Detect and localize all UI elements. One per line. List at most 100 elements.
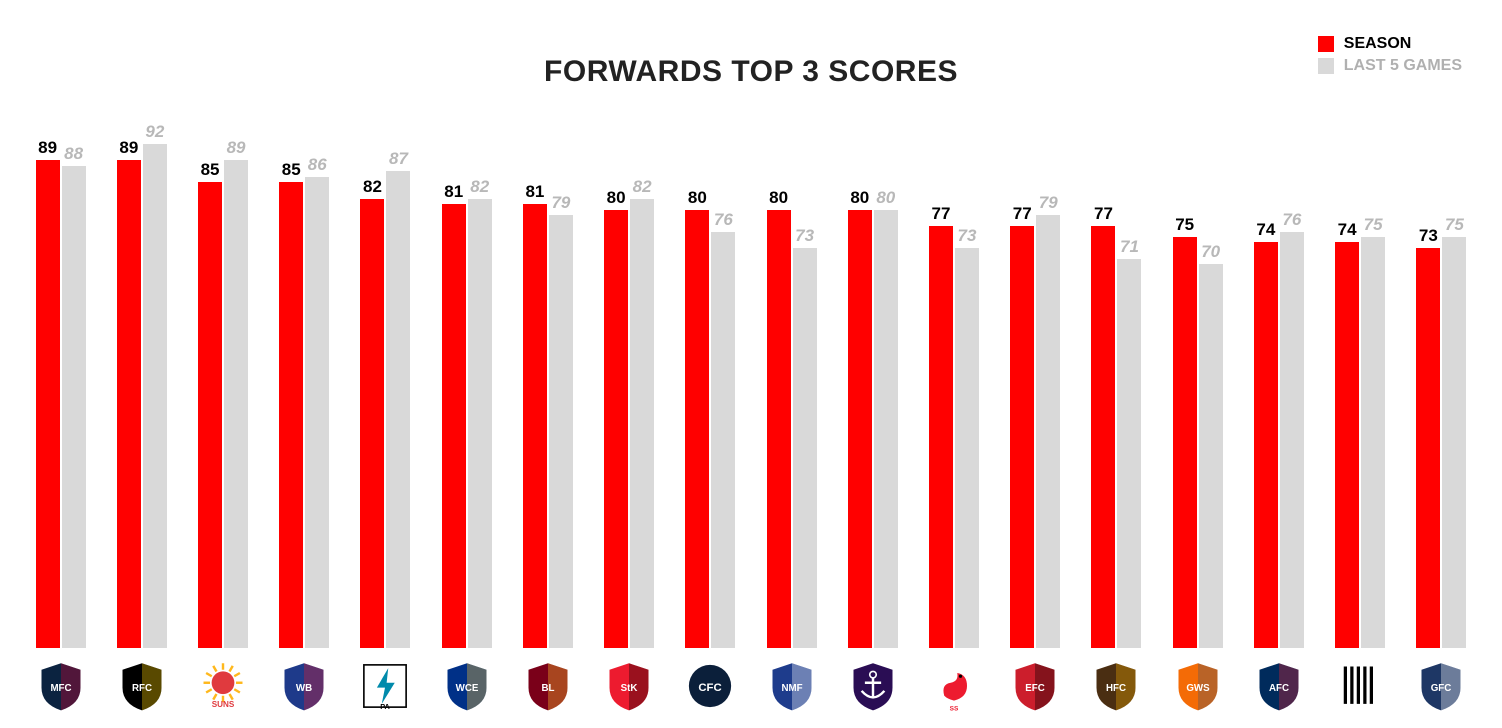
- bar-value-label: 80: [876, 188, 895, 208]
- plot-area: 8988899285898586828781828179808280768073…: [20, 100, 1482, 648]
- x-tick: EFC: [995, 653, 1076, 718]
- bar-value-label: 81: [525, 182, 544, 202]
- bar: [386, 171, 410, 648]
- bar-season: 77: [929, 100, 953, 648]
- bar-value-label: 89: [227, 138, 246, 158]
- bar-value-label: 79: [551, 193, 570, 213]
- x-tick: [1320, 653, 1401, 718]
- svg-text:AFC: AFC: [1269, 682, 1289, 693]
- bar: [117, 160, 141, 648]
- bar: [1036, 215, 1060, 648]
- bar-group: 7779: [995, 100, 1076, 648]
- x-tick: AFC: [1238, 653, 1319, 718]
- bar-season: 80: [767, 100, 791, 648]
- bar: [305, 177, 329, 648]
- x-tick: [832, 653, 913, 718]
- bar-last5: 89: [224, 100, 248, 648]
- legend-item-season: SEASON: [1318, 35, 1462, 53]
- team-logo-power: PA: [359, 660, 411, 712]
- team-logo-essendon: EFC: [1009, 660, 1061, 712]
- team-logo-stkilda: StK: [603, 660, 655, 712]
- x-tick: GFC: [1401, 653, 1482, 718]
- team-logo-kangaroos: NMF: [766, 660, 818, 712]
- bar: [630, 199, 654, 648]
- svg-text:EFC: EFC: [1025, 682, 1045, 693]
- x-axis: MFCRFC SUNS WBPAWCEBLStKCFCNMFSSEFCHFCGW…: [20, 653, 1482, 718]
- bar-season: 74: [1254, 100, 1278, 648]
- bar-value-label: 76: [714, 210, 733, 230]
- bar-group: 8082: [589, 100, 670, 648]
- bar: [1091, 226, 1115, 648]
- team-logo-suns: SUNS: [197, 660, 249, 712]
- x-tick: WCE: [426, 653, 507, 718]
- bar-season: 80: [604, 100, 628, 648]
- team-logo-geelong: GFC: [1415, 660, 1467, 712]
- team-logo-carlton: CFC: [684, 660, 736, 712]
- team-logo-melbourne: MFC: [35, 660, 87, 712]
- bar-season: 75: [1173, 100, 1197, 648]
- bar: [767, 210, 791, 648]
- bar-group: 8992: [101, 100, 182, 648]
- bar-group: 75 70: [1157, 100, 1238, 648]
- bar-value-label: 75: [1364, 215, 1383, 235]
- bar-last5: 92: [143, 100, 167, 648]
- bar-last5: 82: [468, 100, 492, 648]
- bar-season: 82: [360, 100, 384, 648]
- bar-last5: 80: [874, 100, 898, 648]
- bar-group: 74 76: [1238, 100, 1319, 648]
- bar: [604, 210, 628, 648]
- bar: [1117, 259, 1141, 648]
- bar: [929, 226, 953, 648]
- team-logo-dockers: [847, 660, 899, 712]
- bar: [1416, 248, 1440, 648]
- bar: [143, 144, 167, 648]
- bar-season: 73: [1416, 100, 1440, 648]
- bar-season: 81: [442, 100, 466, 648]
- bar-last5: 73: [955, 100, 979, 648]
- svg-text:SUNS: SUNS: [212, 700, 235, 709]
- bar-season: 89: [117, 100, 141, 648]
- bar-value-label: 70: [1201, 242, 1220, 262]
- legend-swatch-last5: [1318, 58, 1334, 74]
- bar: [793, 248, 817, 648]
- bar-season: 74: [1335, 100, 1359, 648]
- bar-group: 85 89: [182, 100, 263, 648]
- x-tick: StK: [589, 653, 670, 718]
- bar: [224, 160, 248, 648]
- x-tick: WB: [264, 653, 345, 718]
- bar: [279, 182, 303, 648]
- bar: [1254, 242, 1278, 648]
- bar-last5: 76: [1280, 100, 1304, 648]
- bar-value-label: 81: [444, 182, 463, 202]
- bar-value-label: 76: [1282, 210, 1301, 230]
- bar-last5: 79: [549, 100, 573, 648]
- bar-last5: 75: [1361, 100, 1385, 648]
- bar: [1173, 237, 1197, 648]
- x-tick: RFC: [101, 653, 182, 718]
- bar-group: 8076: [670, 100, 751, 648]
- bar: [1199, 264, 1223, 648]
- bar-last5: 70: [1199, 100, 1223, 648]
- bar-last5: 87: [386, 100, 410, 648]
- x-tick: SS: [913, 653, 994, 718]
- bar-value-label: 73: [795, 226, 814, 246]
- bar-value-label: 74: [1256, 220, 1275, 240]
- bar-season: 80: [685, 100, 709, 648]
- bar: [360, 199, 384, 648]
- svg-text:WB: WB: [296, 682, 312, 693]
- team-logo-eagles: WCE: [441, 660, 493, 712]
- bar: [198, 182, 222, 648]
- bar-group: 8988: [20, 100, 101, 648]
- bar-value-label: 75: [1175, 215, 1194, 235]
- bar-value-label: 86: [308, 155, 327, 175]
- bar: [442, 204, 466, 648]
- bar-value-label: 85: [201, 160, 220, 180]
- svg-text:HFC: HFC: [1106, 682, 1126, 693]
- bar-value-label: 75: [1445, 215, 1464, 235]
- bar-value-label: 73: [1419, 226, 1438, 246]
- bar: [848, 210, 872, 648]
- bar-group: 8287: [345, 100, 426, 648]
- bar-value-label: 73: [958, 226, 977, 246]
- bar: [36, 160, 60, 648]
- svg-text:CFC: CFC: [699, 681, 722, 693]
